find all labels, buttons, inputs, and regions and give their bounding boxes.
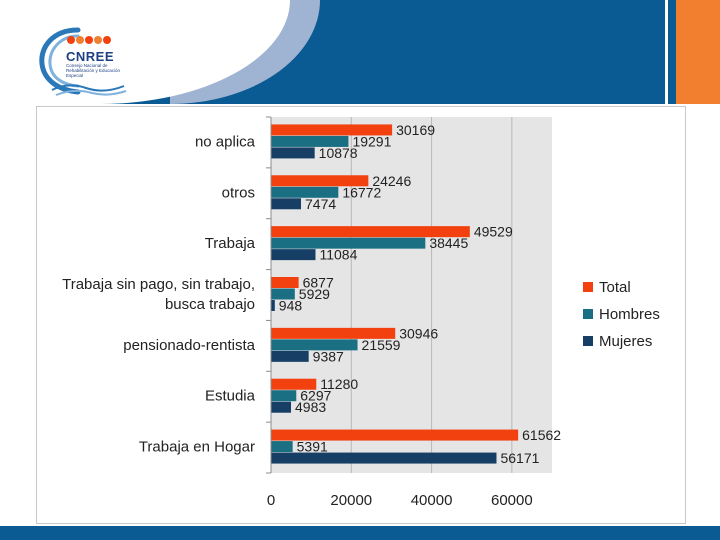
data-label-total: 6877 <box>303 275 334 291</box>
bar-total <box>271 277 299 288</box>
legend-swatch-total <box>583 282 593 292</box>
data-label-mujeres: 56171 <box>500 450 539 466</box>
tick-label-40000: 40000 <box>411 492 453 509</box>
category-label: Trabaja sin pago, sin trabajo, <box>62 276 255 293</box>
data-label-hombres: 38445 <box>429 235 468 251</box>
bar-hombres <box>271 288 295 300</box>
data-label-mujeres: 9387 <box>313 348 344 364</box>
category-label: Trabaja en Hogar <box>139 439 255 456</box>
data-label-hombres: 16772 <box>342 184 381 200</box>
category-label: Trabaja <box>205 235 256 252</box>
bar-total <box>271 429 519 441</box>
logo-subtitle: Consejo Nacional de Rehabilitación y Edu… <box>66 63 121 78</box>
bar-hombres <box>271 441 293 453</box>
bar-hombres <box>271 339 358 351</box>
bar-mujeres <box>271 300 275 311</box>
data-label-hombres: 19291 <box>352 133 391 149</box>
bar-hombres <box>271 135 349 147</box>
bar-mujeres <box>271 198 302 210</box>
data-label-mujeres: 948 <box>279 298 303 314</box>
legend-label-hombres: Hombres <box>599 306 660 323</box>
bar-total <box>271 124 393 136</box>
data-label-total: 30169 <box>396 122 435 138</box>
bar-total <box>271 327 396 339</box>
data-label-hombres: 6297 <box>300 388 331 404</box>
category-label: Estudia <box>205 388 256 405</box>
category-label: pensionado-rentista <box>123 337 255 354</box>
data-label-hombres: 5929 <box>299 286 330 302</box>
bar-mujeres <box>271 350 309 362</box>
legend-label-total: Total <box>599 279 631 296</box>
data-label-total: 61562 <box>522 427 561 443</box>
category-label: no aplica <box>195 133 256 150</box>
chart-panel: 30169 19291 10878 no aplica 24246 16772 7474 ot… <box>36 106 686 524</box>
bar-hombres <box>271 186 339 198</box>
bar-total <box>271 226 470 238</box>
orange-accent-block <box>676 0 720 104</box>
data-label-hombres: 21559 <box>362 337 401 353</box>
legend-swatch-mujeres <box>583 336 593 346</box>
legend-swatch-hombres <box>583 309 593 319</box>
data-label-total: 49529 <box>474 224 513 240</box>
bar-total <box>271 175 369 187</box>
data-label-mujeres: 7474 <box>305 196 336 212</box>
category-label: busca trabajo <box>165 296 255 313</box>
bar-hombres <box>271 390 297 402</box>
tick-label-0: 0 <box>267 492 275 509</box>
data-label-hombres: 5391 <box>297 439 328 455</box>
legend-label-mujeres: Mujeres <box>599 333 652 350</box>
data-label-total: 24246 <box>372 173 411 189</box>
tick-label-60000: 60000 <box>491 492 533 509</box>
category-label: otros <box>222 184 255 201</box>
bar-mujeres <box>271 249 316 261</box>
bar-mujeres <box>271 147 315 159</box>
data-label-mujeres: 4983 <box>295 399 326 415</box>
data-label-mujeres: 10878 <box>319 145 358 161</box>
bar-total <box>271 378 317 390</box>
data-label-total: 11280 <box>320 376 358 392</box>
cnree-logo-icon <box>39 27 127 96</box>
bar-mujeres <box>271 452 497 464</box>
footer-band <box>0 526 720 540</box>
tick-label-20000: 20000 <box>330 492 372 509</box>
bar-hombres <box>271 237 426 249</box>
bar-mujeres <box>271 401 292 413</box>
data-label-total: 30946 <box>399 325 438 341</box>
header-divider <box>665 0 668 104</box>
data-label-mujeres: 11084 <box>319 247 357 263</box>
logo-title: CNREE <box>66 49 115 64</box>
